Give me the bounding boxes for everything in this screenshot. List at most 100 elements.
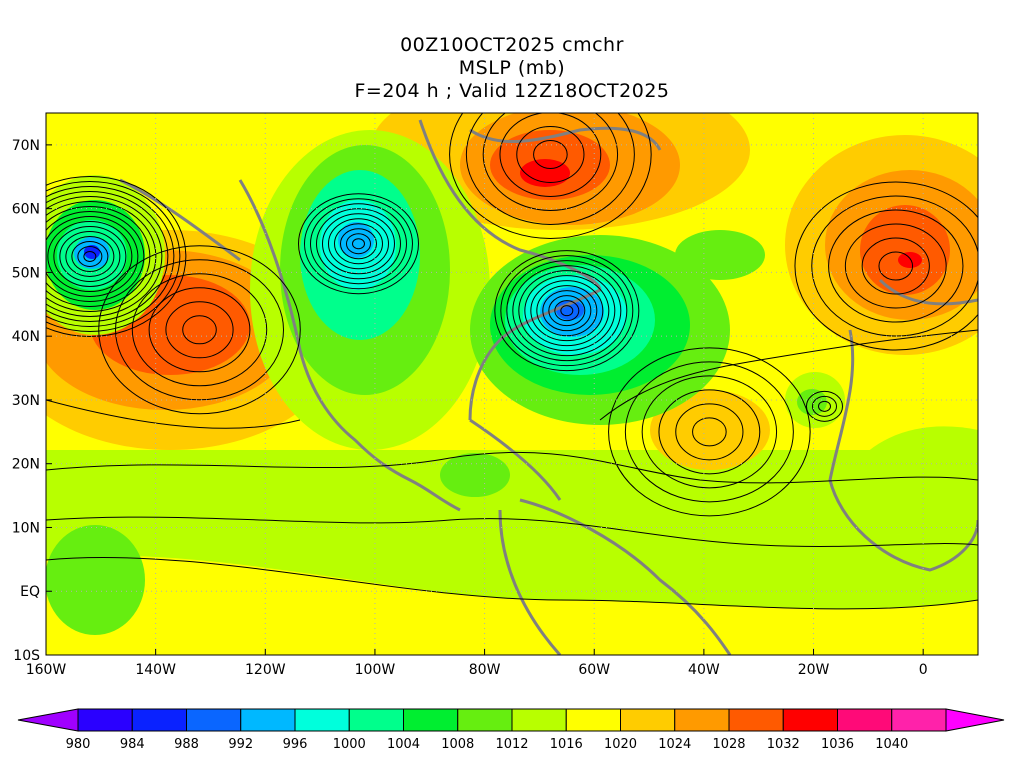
- lon-tick-label: 60W: [578, 662, 610, 678]
- isobar: [811, 195, 978, 337]
- colorbar-label: 988: [174, 737, 199, 752]
- isobar: [327, 218, 389, 270]
- isobar: [794, 181, 978, 351]
- isobar: [516, 125, 585, 183]
- lat-tick-label: 40N: [12, 329, 40, 345]
- europe-coast: [878, 278, 978, 306]
- lat-tick-label: EQ: [20, 584, 40, 600]
- isobar: [165, 301, 234, 359]
- isobar: [351, 238, 365, 250]
- lat-tick-label: 30N: [12, 393, 40, 409]
- europe-high-peak-shading: [898, 252, 922, 268]
- south-america-west-coast: [498, 509, 562, 655]
- isobar: [297, 193, 419, 295]
- isobar: [46, 215, 139, 297]
- isobar: [560, 305, 574, 317]
- isobar: [315, 208, 401, 280]
- colorbar-label: 992: [228, 737, 253, 752]
- isobar: [805, 390, 843, 422]
- colorbar-label: 984: [120, 737, 145, 752]
- low-pressure-system: [297, 193, 419, 295]
- colorbar-label: 1032: [767, 737, 800, 752]
- high-pressure-system: [449, 113, 652, 239]
- colorbar-swatch: [891, 708, 947, 732]
- isobar: [83, 250, 97, 262]
- north-america-west-coast: [238, 179, 461, 512]
- lat-tick-label: 10N: [12, 520, 40, 536]
- isobar: [46, 200, 157, 312]
- isobar: [524, 275, 610, 347]
- isobar: [115, 259, 285, 401]
- lon-tick-label: 0: [919, 662, 928, 678]
- colorbar-label: 1016: [550, 737, 583, 752]
- isobar: [828, 209, 964, 323]
- colorbar-max-arrow: [945, 708, 1005, 732]
- isobar: [499, 113, 602, 197]
- colorbar-swatch: [565, 708, 621, 732]
- isobar: [506, 260, 628, 362]
- high-pressure-system: [794, 181, 978, 351]
- colorbar-swatch: [77, 708, 133, 732]
- isobar: [658, 389, 761, 475]
- isobar: [817, 400, 831, 412]
- colorbar-swatch: [403, 708, 459, 732]
- colorbar-swatch: [837, 708, 893, 732]
- isobar: [624, 361, 794, 503]
- south-pacific-low-shading: [46, 525, 145, 635]
- lon-tick-label: 80W: [469, 662, 501, 678]
- isobar: [65, 235, 115, 277]
- lon-tick-label: 120W: [245, 662, 286, 678]
- isobar: [46, 210, 145, 302]
- isobar: [465, 113, 635, 225]
- title-line-2: MSLP (mb): [458, 57, 566, 79]
- south-america-coast: [519, 498, 732, 655]
- isobar: [530, 280, 604, 342]
- low-pressure-system: [46, 175, 187, 337]
- isobar: [46, 175, 187, 337]
- colorbar-label: 1004: [387, 737, 420, 752]
- isobar: [98, 245, 301, 415]
- lon-tick-label: 160W: [26, 662, 67, 678]
- isobar: [46, 185, 175, 327]
- isobar: [512, 265, 622, 357]
- lat-tick-label: 10S: [13, 648, 40, 664]
- colorbar-label: 1040: [875, 737, 908, 752]
- isobar: [46, 180, 181, 332]
- isobar: [608, 347, 811, 517]
- colorbar-label: 1028: [712, 737, 745, 752]
- lon-tick-label: 140W: [135, 662, 176, 678]
- south-band-shading: [46, 555, 978, 655]
- colorbar-label: 1012: [495, 737, 528, 752]
- isobar: [131, 273, 268, 387]
- alaska-coast: [119, 178, 241, 262]
- africa-trough-shading: [850, 426, 978, 564]
- coastlines: [119, 119, 978, 655]
- lon-tick-label: 20W: [798, 662, 830, 678]
- colorbar-label: 996: [283, 737, 308, 752]
- isobar: [309, 203, 407, 285]
- isobar: [46, 451, 978, 484]
- isobar: [536, 285, 598, 337]
- low-pressure-system: [805, 390, 843, 422]
- colorbar-label: 1000: [333, 737, 366, 752]
- isobar: [675, 403, 744, 461]
- lat-tick-label: 50N: [12, 265, 40, 281]
- map-plot-area: [46, 113, 978, 655]
- isobar: [494, 250, 640, 372]
- canada-low-core-shading: [338, 222, 374, 258]
- high-pressure-system: [608, 347, 811, 517]
- isobar: [148, 287, 251, 373]
- colorbar-swatch: [294, 708, 350, 732]
- colorbar-swatch: [240, 708, 296, 732]
- colorbar-swatch: [186, 708, 242, 732]
- title-line-1: 00Z10OCT2025 cmchr: [400, 34, 624, 56]
- isobar: [861, 237, 930, 295]
- colorbar-swatch: [348, 708, 404, 732]
- isobar: [641, 375, 778, 489]
- isobar: [554, 300, 580, 322]
- isobar-lines: [46, 113, 978, 610]
- isobar: [59, 230, 121, 282]
- isobar: [303, 198, 413, 290]
- isobar: [345, 233, 371, 255]
